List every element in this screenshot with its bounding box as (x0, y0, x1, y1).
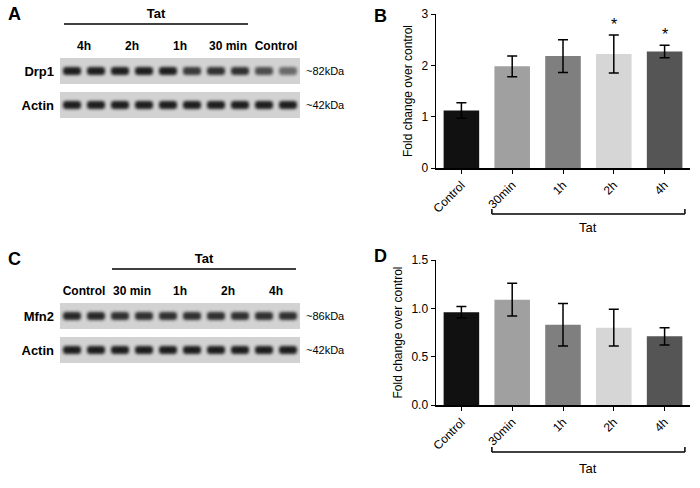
svg-text:*: * (611, 16, 617, 33)
svg-text:Fold change over control: Fold change over control (401, 25, 415, 157)
svg-text:2h: 2h (601, 178, 620, 197)
svg-text:1h: 1h (173, 284, 187, 298)
svg-text:4h: 4h (77, 39, 91, 53)
svg-text:1h: 1h (173, 39, 187, 53)
svg-text:~42kDa: ~42kDa (306, 344, 345, 356)
svg-text:3: 3 (421, 7, 428, 21)
svg-text:0.5: 0.5 (411, 350, 428, 364)
svg-text:4h: 4h (269, 284, 283, 298)
svg-text:Mfn2: Mfn2 (24, 309, 54, 324)
svg-text:Control: Control (431, 178, 468, 215)
svg-text:2h: 2h (221, 284, 235, 298)
svg-text:Control: Control (431, 415, 468, 452)
svg-text:1: 1 (421, 110, 428, 124)
svg-text:4h: 4h (652, 178, 671, 197)
svg-text:Actin: Actin (22, 343, 55, 358)
svg-text:30 min: 30 min (209, 39, 247, 53)
svg-text:Tat: Tat (195, 251, 214, 266)
svg-text:D: D (374, 246, 387, 266)
svg-text:2h: 2h (125, 39, 139, 53)
svg-text:30 min: 30 min (113, 284, 151, 298)
svg-text:~86kDa: ~86kDa (306, 310, 345, 322)
svg-text:Tat: Tat (579, 220, 597, 235)
svg-text:B: B (374, 6, 387, 26)
svg-text:Drp1: Drp1 (24, 64, 54, 79)
svg-text:1h: 1h (550, 415, 569, 434)
svg-text:Actin: Actin (22, 98, 55, 113)
svg-text:A: A (8, 4, 21, 24)
svg-text:C: C (8, 249, 21, 269)
svg-text:Tat: Tat (579, 461, 597, 476)
svg-text:1.0: 1.0 (411, 302, 428, 316)
svg-text:30min: 30min (486, 178, 519, 211)
svg-text:1h: 1h (550, 178, 569, 197)
svg-text:30min: 30min (486, 415, 519, 448)
svg-text:1.5: 1.5 (411, 253, 428, 267)
svg-text:*: * (662, 26, 668, 43)
svg-text:Control: Control (255, 39, 298, 53)
svg-text:2h: 2h (601, 415, 620, 434)
svg-text:~82kDa: ~82kDa (306, 65, 345, 77)
svg-text:0: 0 (421, 161, 428, 175)
svg-text:Fold change over control: Fold change over control (391, 266, 405, 398)
svg-text:~42kDa: ~42kDa (306, 99, 345, 111)
svg-text:Tat: Tat (147, 6, 166, 21)
svg-text:2: 2 (421, 59, 428, 73)
svg-text:4h: 4h (652, 415, 671, 434)
svg-text:Control: Control (63, 284, 106, 298)
svg-text:0.0: 0.0 (411, 398, 428, 412)
